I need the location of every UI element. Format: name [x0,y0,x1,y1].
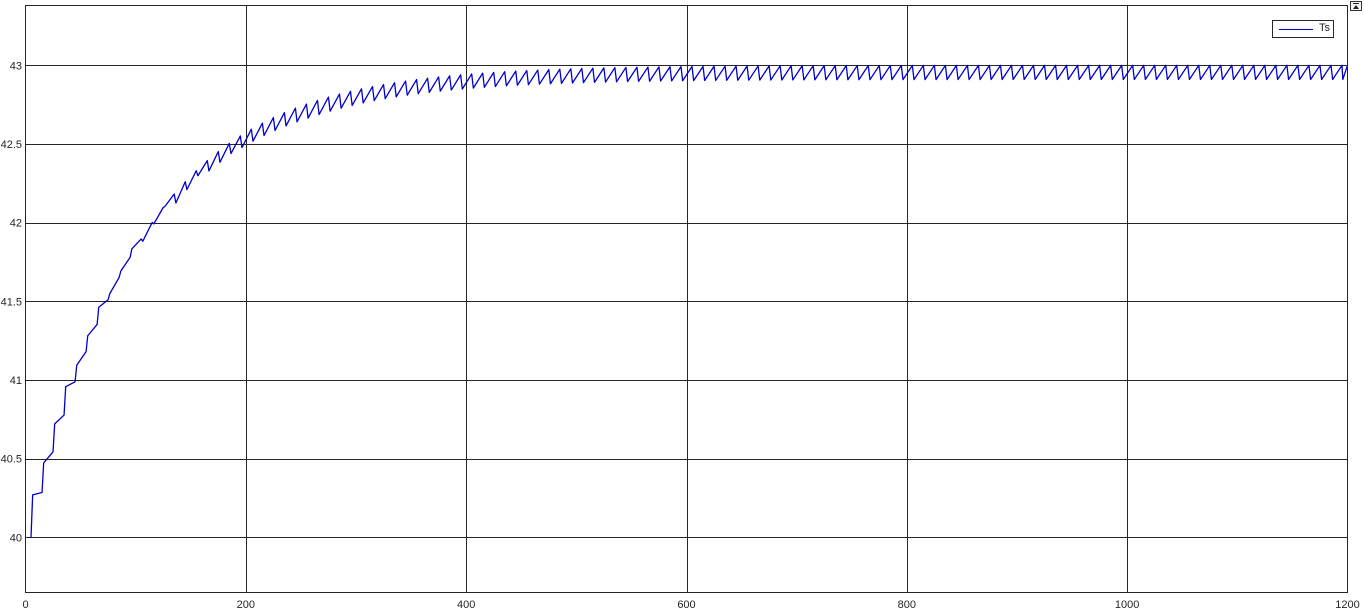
y-tick-label: 42.5 [1,139,22,151]
y-tick-label: 42 [10,218,22,230]
x-tick-label: 400 [457,599,475,611]
x-tick-label: 800 [898,599,916,611]
series-layer [30,64,1349,538]
y-tick-label: 40.5 [1,454,22,466]
tick-labels: 0 200 400 600 800 1000 1200 40 40.5 41 41.5 42 42.5 4… [1,60,1360,611]
y-tick-label: 41 [10,375,22,387]
x-tick-label: 600 [677,599,695,611]
y-tick-label: 41.5 [1,296,22,308]
legend[interactable]: Ts [1272,20,1334,38]
axes-box [25,5,1348,593]
y-tick-label: 40 [10,532,22,544]
y-tick-label: 43 [10,60,22,72]
legend-series-line [1279,29,1313,30]
x-tick-label: 200 [237,599,255,611]
series-line-ts [30,64,1349,538]
x-tick-label: 1200 [1335,599,1359,611]
expand-icon[interactable] [1350,1,1362,11]
x-tick-label: 1000 [1115,599,1139,611]
x-tick-label: 0 [22,599,28,611]
legend-series-label: Ts [1319,22,1330,34]
grid [25,5,1348,593]
